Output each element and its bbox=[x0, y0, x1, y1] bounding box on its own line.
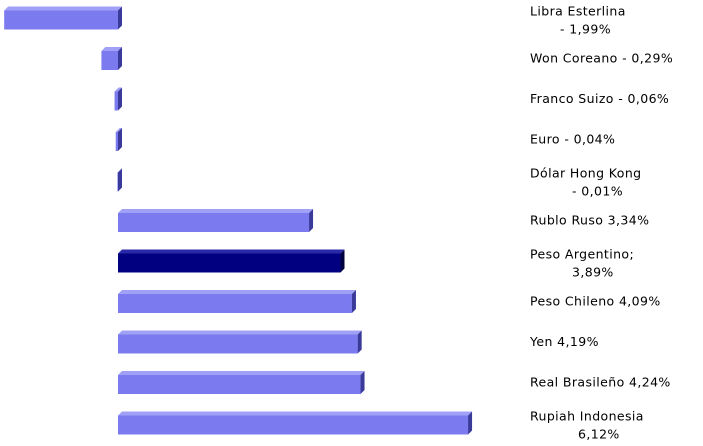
bar-top bbox=[114, 87, 122, 92]
bar bbox=[114, 87, 122, 111]
bar-side bbox=[118, 168, 122, 192]
bar-side bbox=[357, 330, 362, 354]
bar-front bbox=[114, 91, 118, 111]
value-label: - 0,04% bbox=[564, 131, 615, 146]
bar-label: Yen 4,19% bbox=[529, 334, 599, 349]
category-label: Won Coreano bbox=[530, 50, 618, 65]
bar-label: Libra Esterlina bbox=[530, 4, 626, 19]
bar-side bbox=[468, 411, 473, 435]
bar-label: Won Coreano - 0,29% bbox=[530, 50, 673, 65]
bar-side bbox=[118, 47, 122, 70]
value-label: - 0,29% bbox=[622, 50, 673, 65]
bar-front bbox=[115, 132, 118, 151]
bar bbox=[118, 249, 345, 273]
bar-label: Peso Argentino; bbox=[530, 247, 634, 262]
bar-label: Rublo Ruso 3,34% bbox=[530, 212, 649, 227]
bar-front bbox=[118, 334, 358, 354]
category-label: Yen bbox=[529, 334, 553, 349]
bar bbox=[118, 330, 362, 354]
bar-side bbox=[360, 371, 365, 394]
bar-front bbox=[118, 213, 310, 232]
bar-top bbox=[118, 290, 356, 294]
bar-top bbox=[4, 6, 123, 11]
category-label: Real Brasileño bbox=[530, 374, 625, 389]
bar bbox=[118, 411, 473, 435]
bar-top bbox=[118, 249, 345, 254]
bar-front bbox=[118, 253, 341, 273]
value-label: 6,12% bbox=[578, 427, 620, 442]
bar-front bbox=[4, 10, 119, 30]
bar-top bbox=[118, 330, 362, 335]
bar-label: Rupiah Indonesia bbox=[530, 409, 644, 424]
bar-label: Dólar Hong Kong bbox=[530, 166, 641, 181]
value-label: 4,19% bbox=[557, 334, 599, 349]
value-label: 4,24% bbox=[629, 374, 671, 389]
bar-front bbox=[101, 51, 118, 70]
value-label: 4,09% bbox=[619, 293, 661, 308]
bar-top bbox=[115, 128, 122, 132]
bar-side bbox=[309, 209, 314, 232]
bar-top bbox=[101, 47, 122, 51]
bar-top bbox=[118, 209, 314, 213]
bar-label: Euro - 0,04% bbox=[530, 131, 615, 146]
value-label: - 0,01% bbox=[572, 184, 623, 199]
bar bbox=[118, 209, 314, 232]
category-label: Euro bbox=[530, 131, 560, 146]
bar bbox=[115, 128, 122, 151]
bar-side bbox=[118, 128, 122, 151]
bar-label: Real Brasileño 4,24% bbox=[530, 374, 671, 389]
bar bbox=[101, 47, 122, 70]
bar-front bbox=[118, 375, 361, 394]
bar-side bbox=[340, 249, 345, 273]
bar-side bbox=[118, 87, 122, 111]
category-label: Franco Suizo bbox=[530, 91, 614, 106]
category-label: Peso Chileno bbox=[530, 293, 615, 308]
bar bbox=[4, 6, 123, 30]
value-label: - 0,06% bbox=[618, 91, 669, 106]
value-label: - 1,99% bbox=[560, 22, 611, 37]
bar-top bbox=[117, 168, 122, 173]
bar bbox=[117, 168, 122, 192]
bar bbox=[118, 371, 365, 394]
value-label: 3,89% bbox=[572, 265, 614, 280]
bar-label: Peso Chileno 4,09% bbox=[530, 293, 661, 308]
bar-side bbox=[118, 6, 122, 30]
bar-side bbox=[351, 290, 356, 313]
value-label: 3,34% bbox=[608, 212, 650, 227]
category-label: Rublo Ruso bbox=[530, 212, 603, 227]
bar-top bbox=[118, 411, 473, 416]
bar bbox=[118, 290, 356, 313]
bar-front bbox=[118, 415, 469, 435]
bar-front bbox=[117, 172, 118, 192]
bar-top bbox=[118, 371, 365, 375]
bar-front bbox=[118, 294, 352, 313]
bar-label: Franco Suizo - 0,06% bbox=[530, 91, 669, 106]
